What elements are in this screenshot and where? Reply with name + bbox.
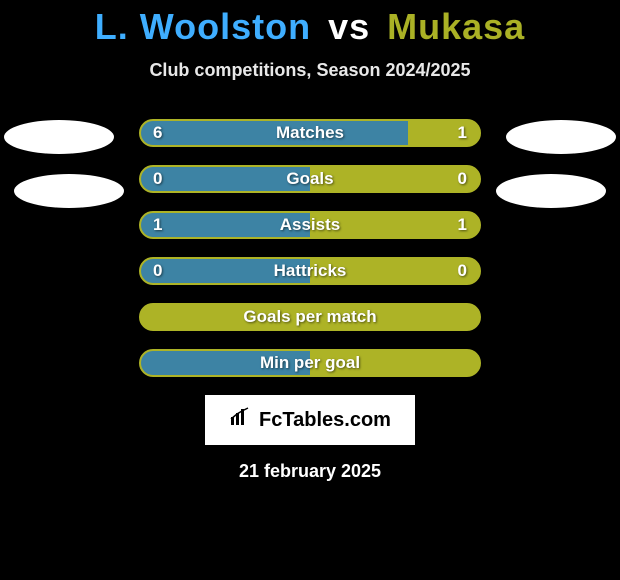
stat-bar-label: Goals per match [141,305,479,329]
logo-box: FcTables.com [205,395,415,445]
stat-bar: Hattricks0 0 [139,257,481,285]
stat-bar-left-value: 6 [153,121,162,145]
stat-bar-left-value: 1 [153,213,162,237]
stat-bar: Assists1 1 [139,211,481,239]
player2-disc-2 [496,174,606,208]
stat-bar-right-value: 0 [458,167,467,191]
stat-bar-right-value: 0 [458,259,467,283]
player1-disc-1 [4,120,114,154]
stat-bar: Goals0 0 [139,165,481,193]
stat-bar: Matches6 1 [139,119,481,147]
stat-bar-right-value: 1 [458,213,467,237]
date: 21 february 2025 [0,461,620,482]
player1-name: L. Woolston [95,6,311,47]
stat-bar-label: Hattricks [141,259,479,283]
stats-bars: Matches61Goals00Assists11Hattricks00Goal… [139,119,481,377]
vs-text: vs [328,6,370,47]
stat-bar: Goals per match [139,303,481,331]
stat-bar-label: Goals [141,167,479,191]
logo: FcTables.com [229,407,391,433]
logo-text: FcTables.com [259,409,391,432]
stat-bar-label: Min per goal [141,351,479,375]
comparison-title: L. Woolston vs Mukasa [0,0,620,48]
bar-chart-icon [229,407,253,433]
stat-bar: Min per goal [139,349,481,377]
player2-disc-1 [506,120,616,154]
subtitle: Club competitions, Season 2024/2025 [0,60,620,81]
stat-bar-label: Matches [141,121,479,145]
stat-bar-left-value: 0 [153,167,162,191]
player2-name: Mukasa [387,6,525,47]
stat-bar-right-value: 1 [458,121,467,145]
stat-bar-label: Assists [141,213,479,237]
player1-disc-2 [14,174,124,208]
stat-bar-left-value: 0 [153,259,162,283]
